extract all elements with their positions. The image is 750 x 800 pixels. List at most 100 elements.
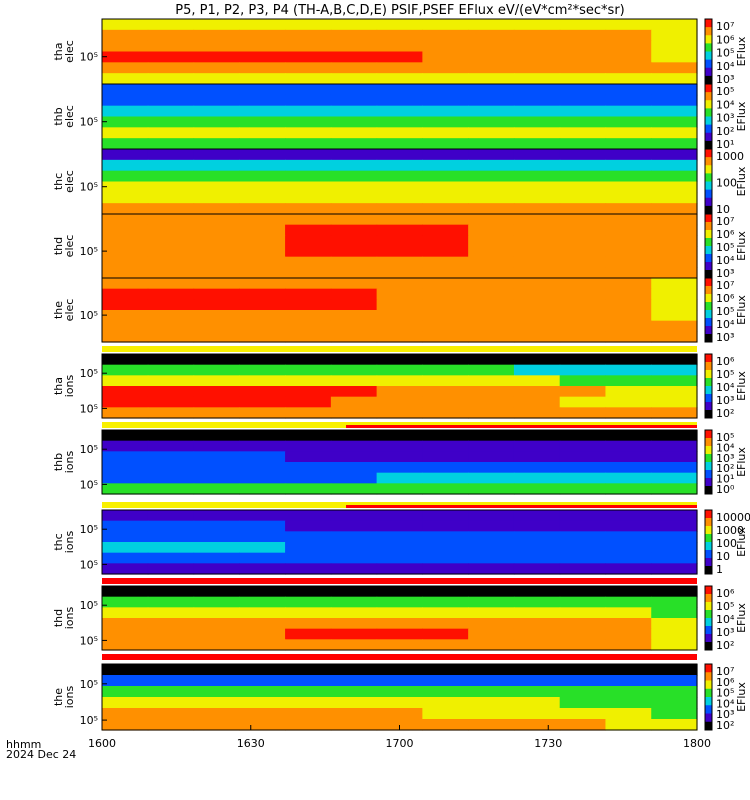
heatmap-cell (193, 320, 240, 332)
heatmap-cell (285, 531, 332, 543)
heatmap-cell (147, 235, 195, 247)
heatmap-cell (239, 181, 286, 193)
panel-species-label: elec (63, 299, 76, 322)
panel-species-label: elec (63, 105, 76, 128)
heatmap-cell (376, 686, 423, 698)
heatmap-cell (513, 586, 561, 598)
heatmap-cell (285, 299, 332, 311)
heatmap-cell (330, 364, 378, 376)
heatmap-cell (193, 451, 240, 463)
heatmap-cell (193, 607, 240, 619)
heatmap-cell (147, 116, 195, 128)
heatmap-cell (239, 596, 286, 608)
heatmap-cell (651, 364, 698, 376)
heatmap-cell (285, 105, 332, 118)
heatmap-cell (513, 159, 561, 172)
heatmap-cell (651, 73, 698, 85)
heatmap-cell (605, 127, 652, 139)
heatmap-cell (239, 664, 286, 676)
heatmap-cell (651, 235, 698, 247)
heatmap-cell (422, 288, 469, 300)
heatmap-cell (330, 203, 378, 215)
heatmap-cell (147, 51, 195, 63)
colorbar-frame (704, 353, 713, 419)
colorbar-tick-label: 10⁶ (716, 292, 735, 305)
heatmap-cell (147, 256, 195, 268)
heatmap-cell (330, 138, 378, 150)
heatmap-cell (513, 407, 561, 419)
y-tick-label: 10⁵ (80, 309, 98, 322)
status-bar (102, 578, 697, 584)
colorbar-tick-label: 1 (716, 563, 723, 576)
heatmap-cell (422, 29, 469, 42)
colorbar-segment (705, 586, 712, 595)
colorbar-tick-label: 10⁶ (716, 676, 735, 689)
heatmap-cell (285, 320, 332, 332)
colorbar-segment (705, 132, 712, 142)
colorbar-segment (705, 642, 712, 651)
heatmap-cell (285, 451, 332, 463)
y-tick-label: 10⁵ (80, 558, 98, 571)
heatmap-cell (513, 386, 561, 398)
heatmap-cell (330, 531, 378, 543)
heatmap-cell (193, 224, 240, 236)
heatmap-cell (102, 116, 149, 128)
panel-probe-label: thb (52, 453, 65, 471)
heatmap-cell (193, 430, 240, 442)
heatmap-cell (651, 697, 698, 709)
heatmap-cell (102, 331, 149, 343)
heatmap-cell (605, 520, 652, 532)
heatmap-cell (330, 51, 378, 63)
heatmap-cell (651, 40, 698, 53)
heatmap-cell (193, 278, 240, 290)
heatmap-cell (422, 472, 469, 484)
heatmap-cell (468, 686, 515, 698)
heatmap-cell (559, 170, 607, 183)
heatmap-cell (102, 235, 149, 247)
heatmap-cell (102, 127, 149, 139)
heatmap-cell (468, 267, 515, 279)
heatmap-cell (651, 628, 698, 640)
heatmap-cell (651, 320, 698, 332)
heatmap-cell (605, 94, 652, 107)
heatmap-cell (147, 563, 195, 575)
heatmap-cell (193, 267, 240, 279)
heatmap-cell (102, 607, 149, 619)
heatmap-cell (147, 675, 195, 687)
heatmap-cell (468, 331, 515, 343)
heatmap-cell (330, 278, 378, 290)
heatmap-cell (559, 19, 607, 31)
colorbar-segment (705, 262, 712, 271)
heatmap-cell (330, 192, 378, 204)
colorbar-tick-label: 1000 (716, 150, 744, 163)
heatmap-cell (102, 628, 149, 640)
heatmap-cell (102, 364, 149, 376)
heatmap-cell (147, 331, 195, 343)
heatmap-cell (376, 192, 423, 204)
heatmap-cell (376, 203, 423, 215)
heatmap-cell (285, 256, 332, 268)
heatmap-cell (468, 235, 515, 247)
heatmap-cell (239, 407, 286, 419)
heatmap-cell (330, 73, 378, 85)
heatmap-cell (285, 354, 332, 366)
colorbar-segment (705, 84, 712, 93)
heatmap-cell (285, 203, 332, 215)
heatmap-cell (559, 697, 607, 709)
heatmap-cell (468, 628, 515, 640)
colorbar-tick-label: 10³ (716, 394, 734, 407)
heatmap-cell (513, 181, 561, 193)
heatmap-cell (468, 203, 515, 215)
heatmap-cell (330, 719, 378, 731)
heatmap-cell (513, 235, 561, 247)
heatmap-cell (605, 170, 652, 183)
colorbar-segment (705, 310, 712, 319)
heatmap-cell (605, 246, 652, 258)
heatmap-cell (513, 116, 561, 128)
heatmap-cell (376, 94, 423, 107)
heatmap-cell (468, 552, 515, 564)
colorbar-tick-label: 10⁵ (716, 241, 734, 254)
heatmap-cell (376, 440, 423, 452)
heatmap-cell (651, 354, 698, 366)
